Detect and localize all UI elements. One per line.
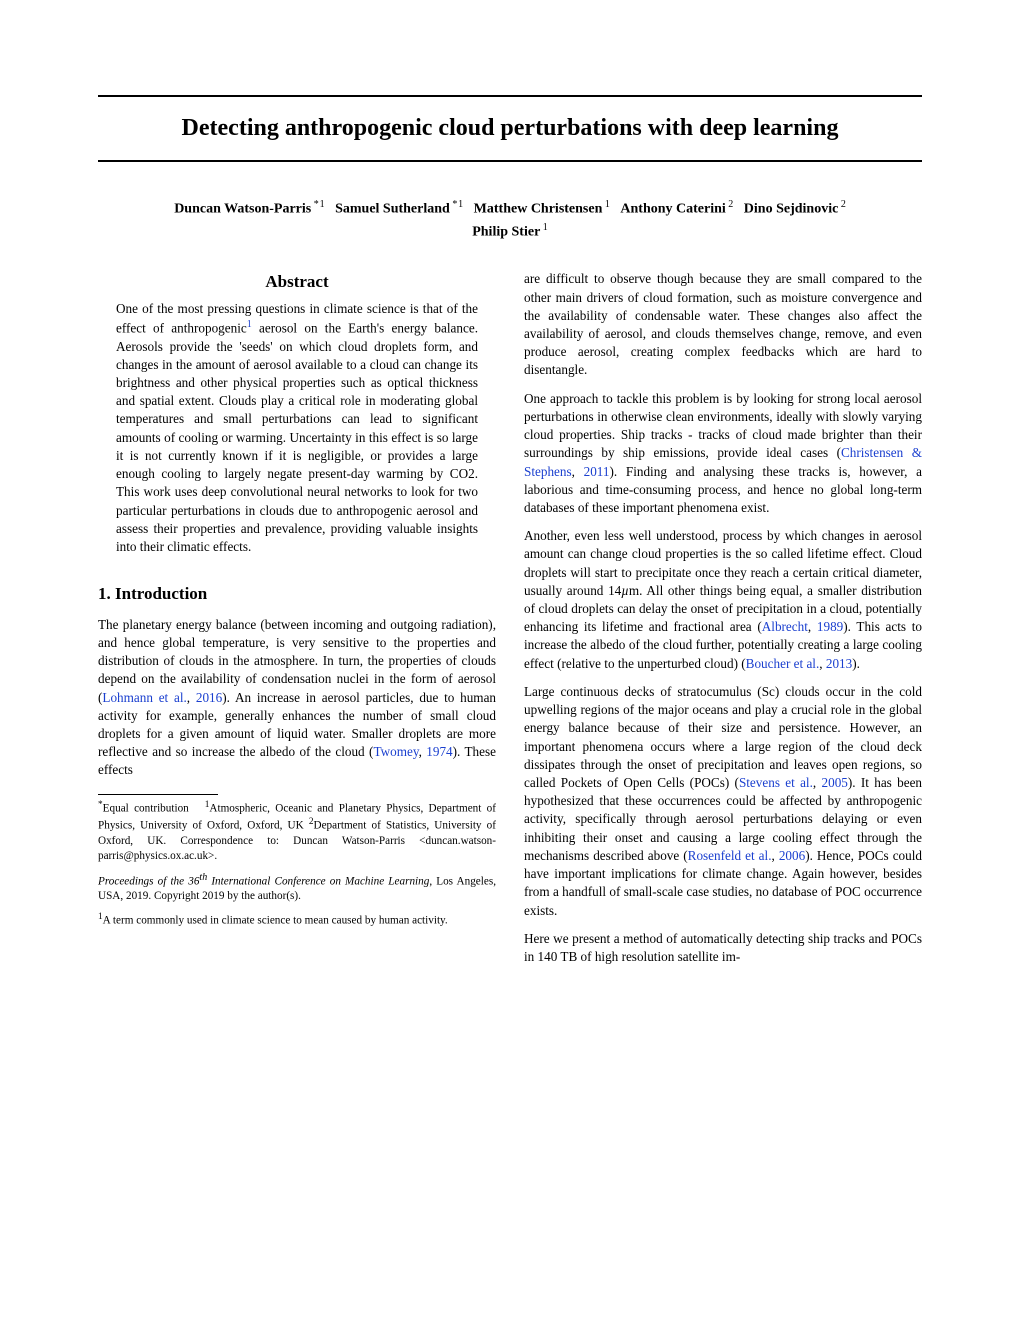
intro-paragraph-1: The planetary energy balance (between in… — [98, 616, 496, 780]
footnote-affiliations: *Equal contribution 1Atmospheric, Oceani… — [98, 799, 496, 865]
col2-paragraph-2: One approach to tackle this problem is b… — [524, 390, 922, 518]
col2-paragraph-5: Here we present a method of automaticall… — [524, 930, 922, 966]
authors-line-1: Duncan Watson-Parris * 1 Samuel Sutherla… — [98, 197, 922, 220]
top-rule — [98, 95, 922, 97]
paper-title: Detecting anthropogenic cloud perturbati… — [98, 115, 922, 142]
authors-block: Duncan Watson-Parris * 1 Samuel Sutherla… — [98, 197, 922, 242]
col2-paragraph-4: Large continuous decks of stratocumulus … — [524, 683, 922, 920]
col2-paragraph-1: are difficult to observe though because … — [524, 270, 922, 379]
abstract-heading: Abstract — [98, 270, 496, 293]
title-bottom-rule — [98, 160, 922, 162]
left-column: Abstract One of the most pressing questi… — [98, 270, 496, 976]
right-column: are difficult to observe though because … — [524, 270, 922, 976]
col2-paragraph-3: Another, even less well understood, proc… — [524, 527, 922, 673]
footnote-1: 1A term commonly used in climate science… — [98, 911, 496, 929]
page: Detecting anthropogenic cloud perturbati… — [0, 0, 1020, 1320]
footnote-rule — [98, 794, 218, 795]
two-column-body: Abstract One of the most pressing questi… — [98, 270, 922, 976]
footnote-proceedings: Proceedings of the 36th International Co… — [98, 871, 496, 905]
abstract-text: One of the most pressing questions in cl… — [116, 300, 478, 556]
authors-line-2: Philip Stier 1 — [98, 220, 922, 243]
section-1-heading: 1. Introduction — [98, 582, 496, 605]
